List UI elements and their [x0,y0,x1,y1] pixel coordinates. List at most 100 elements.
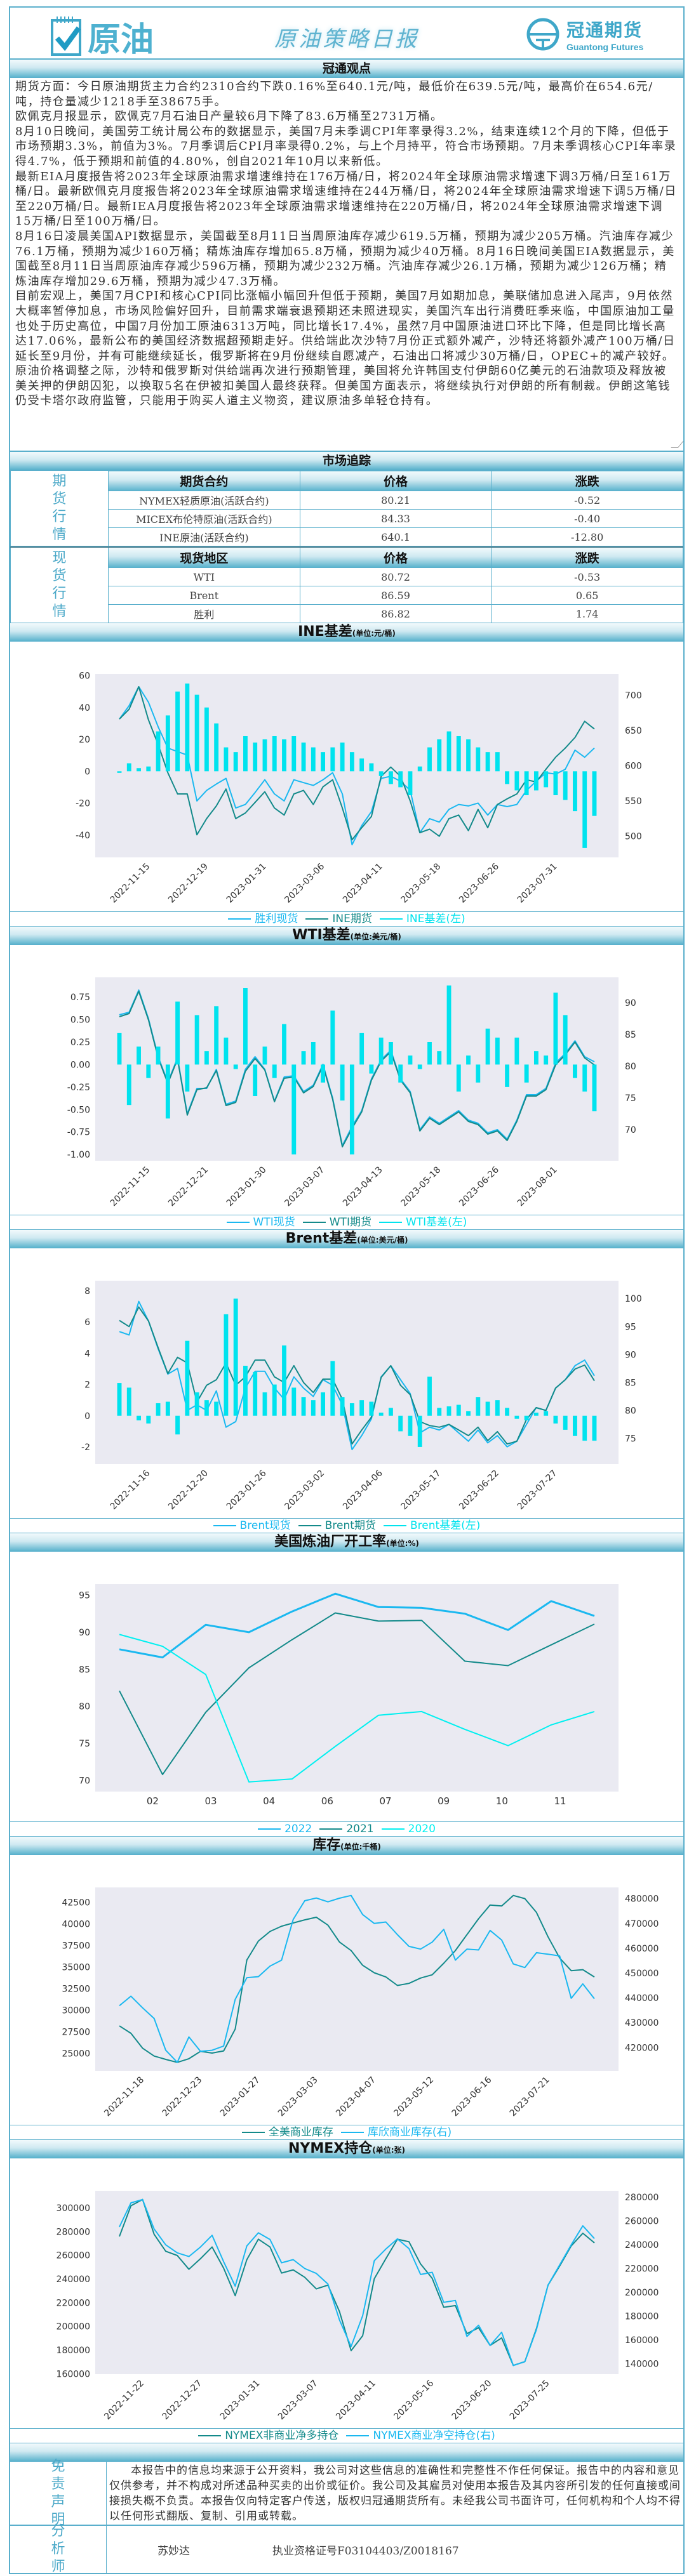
basis-bar [301,743,306,772]
y-right-tick-label: 430000 [625,2018,659,2028]
basis-bar [165,1401,170,1416]
y-right-tick-label: 600 [625,762,642,772]
x-tick-label: 2023-03-07 [283,1165,326,1208]
legend-swatch [379,918,403,920]
y-left-tick-label: 32500 [62,1985,90,1995]
y-left-tick-label: 42500 [62,1898,90,1908]
y-left-tick-label: 280000 [57,2227,90,2237]
y-left-tick-label: -2 [81,1443,90,1453]
basis-bar [505,771,510,784]
x-tick-label: 2022-12-20 [166,1468,210,1512]
change: -0.52 [491,491,683,510]
x-tick-label: 2022-12-19 [166,861,210,905]
brent-basis-svg: -2 0 2 4 6 8 75 80 85 90 95 100 2022-11-16 2022-12-20… [81,1281,642,1512]
y-left-tick-label: 0 [84,1411,90,1422]
disclaimer-text: 本报告中的信息均来源于公开资料，我公司对这些信息的准确性和完整性不作任何保证。报… [109,2464,681,2523]
basis-bar [291,1064,297,1155]
y-left-tick-label: 85 [79,1665,90,1675]
y-right-tick-label: 75 [625,1093,636,1104]
change: 1.74 [491,604,683,623]
x-tick-label: 2022-11-22 [102,2378,146,2422]
basis-bar [146,1064,151,1078]
basis-bar [291,736,297,772]
y-left-tick-label: 0.25 [70,1038,90,1048]
y-left-tick-label: 180000 [57,2346,90,2356]
basis-bar [262,1392,267,1416]
legend-swatch [228,918,251,920]
guantong-logo: 冠通期货 Guantong Futures [526,17,643,52]
brand-en: Guantong Futures [566,42,644,52]
x-tick-label: 2023-03-07 [276,2378,320,2422]
table-row: WTI 80.72 -0.53 [11,567,683,586]
y-left-tick-label: 2 [84,1380,90,1390]
wti-basis-svg: -1.00 -0.75 -0.50 -0.25 0.00 0.25 0.50 0.75 70 75… [67,977,636,1208]
viewpoint-textarea[interactable]: 期货方面：今日原油期货主力合约2310合约下跌0.16%至640.1元/吨，最低… [10,78,684,452]
basis-bar [388,1408,393,1416]
legend-swatch [378,1222,402,1223]
basis-bar [262,739,267,772]
y-right-tick-label: 550 [625,796,642,807]
chart-title: 美国炼油厂开工率 [274,1534,387,1550]
disclaimer: 免责声明 本报告中的信息均来源于公开资料，我公司对这些信息的准确性和完整性不作任… [10,2459,683,2528]
x-tick-label: 03 [204,1795,217,1807]
basis-bar [476,1064,481,1083]
brent-basis-chart: -2 0 2 4 6 8 75 80 85 90 95 100 2022-11-16 2022-12-20… [10,1248,683,1519]
change: -0.40 [491,509,683,528]
column-header: 价格 [299,470,492,491]
market-title: 市场追踪 [10,452,683,470]
legend-item: INE期货 [305,913,372,925]
basis-bar [408,1055,413,1065]
basis-bar [330,1361,335,1416]
y-right-tick-label: 480000 [625,1894,659,1905]
basis-bar [214,1401,219,1416]
basis-bar [340,1397,345,1416]
chart-unit: (单位:美元/桶) [350,932,401,941]
y-right-tick-label: 180000 [625,2312,659,2322]
futures-side-label: 期货行情 [52,473,67,543]
x-tick-label: 2023-06-22 [457,1468,501,1512]
basis-bar [466,1055,471,1065]
basis-bar [224,747,229,772]
basis-bar [495,752,500,772]
change: -0.53 [491,567,683,586]
y-left-tick-label: -0.25 [67,1083,90,1093]
x-tick-label: 04 [263,1795,275,1807]
basis-bar [253,1064,258,1096]
table-row: INE原油(活跃合约) 640.1 -12.80 [11,527,683,546]
paragraph: 8月10日晚间，美国劳工统计局公布的数据显示，美国7月未季调CPI年率录得3.2… [15,124,677,168]
basis-bar [485,752,490,772]
basis-bar [563,1015,568,1065]
y-left-tick-label: 0 [84,767,90,777]
chart-title: WTI基差 [292,927,351,943]
basis-bar [194,1392,199,1416]
y-right-tick-label: 100 [625,1294,642,1304]
wti-basis-legend: WTI现货 WTI期货 WTI基差(左) [10,1215,683,1230]
table-row: 胜利 86.82 1.74 [11,604,683,623]
basis-bar [185,684,190,772]
x-tick-label: 2023-05-12 [392,2075,436,2118]
basis-bar [301,1397,306,1416]
basis-bar [359,1400,365,1416]
y-right-tick-label: 80 [625,1062,636,1072]
y-right-tick-label: 500 [625,832,642,842]
y-left-tick-label: 4 [84,1349,90,1359]
basis-bar [573,1415,577,1436]
legend-label: Brent基差(左) [410,1519,481,1532]
x-tick-label: 2023-06-16 [450,2075,494,2118]
legend-swatch [226,1222,250,1223]
basis-bar [311,747,316,772]
basis-bar [224,1037,229,1065]
resize-handle[interactable] [671,441,684,448]
basis-bar [214,723,219,772]
analyst-label: 分析师 [51,2523,65,2575]
ine-basis-legend: 胜利现货 INE期货 INE基差(左) [10,912,683,927]
paragraph: 最新EIA月度报告将2023年全球原油需求增速维持在176万桶/日，将2024年… [15,169,678,228]
x-tick-label: 2022-12-21 [166,1165,210,1208]
basis-bar [437,739,442,772]
legend-swatch [198,2435,222,2436]
basis-bar [446,985,452,1065]
plot-area [95,1584,619,1792]
price: 86.59 [299,586,492,605]
basis-bar [544,1411,549,1416]
basis-bar [253,1371,258,1416]
